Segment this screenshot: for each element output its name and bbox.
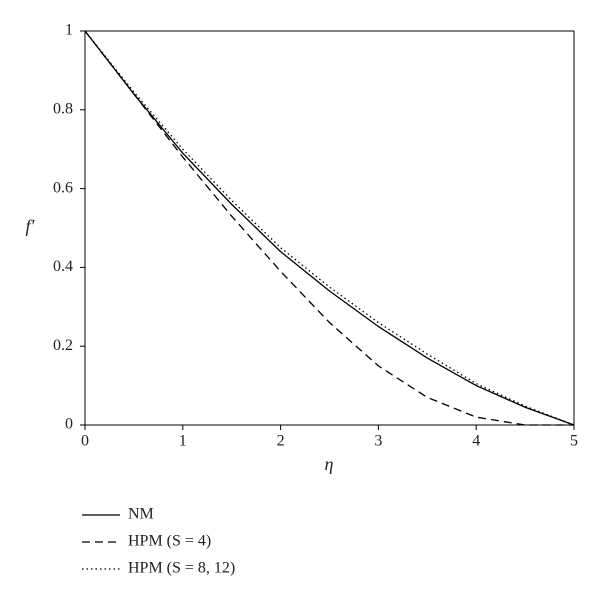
y-tick-label: 0.4 (53, 258, 73, 275)
series-line (84, 30, 575, 426)
legend-label: HPM (S = 4) (128, 533, 211, 550)
series-line (84, 30, 574, 426)
x-tick-label: 1 (179, 433, 187, 450)
y-tick-label: 0.8 (53, 100, 73, 117)
x-tick-label: 5 (570, 433, 578, 450)
legend-label: HPM (S = 8, 12) (128, 560, 235, 577)
y-axis-label: f′ (26, 216, 36, 236)
legend-label: NM (128, 506, 154, 523)
x-tick-label: 0 (81, 433, 89, 450)
y-tick-label: 1 (65, 22, 73, 39)
y-tick-label: 0.6 (53, 179, 73, 196)
y-tick-label: 0 (65, 416, 73, 433)
x-tick-label: 4 (472, 433, 480, 450)
y-tick-label: 0.2 (53, 337, 73, 354)
x-tick-label: 2 (277, 433, 285, 450)
x-axis-label: η (325, 454, 334, 474)
series-line (84, 30, 575, 426)
plot-frame (84, 30, 575, 426)
x-tick-label: 3 (374, 433, 382, 450)
